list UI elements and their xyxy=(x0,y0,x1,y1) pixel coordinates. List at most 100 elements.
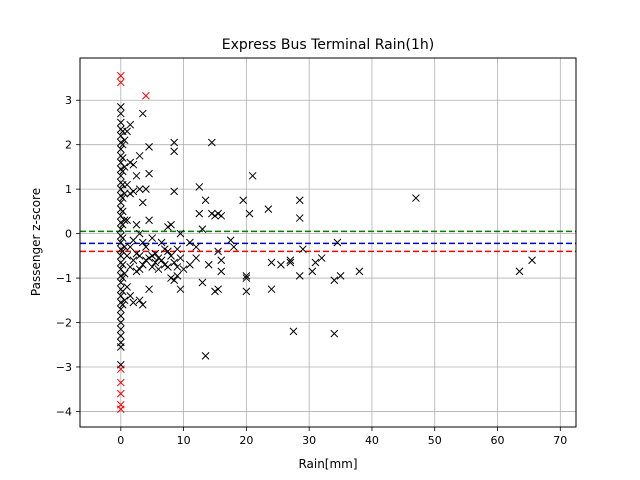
data-point xyxy=(135,229,144,238)
data-point xyxy=(120,189,129,198)
data-point xyxy=(170,147,179,156)
data-point xyxy=(138,198,147,207)
data-point xyxy=(239,196,248,205)
x-tick-label: 20 xyxy=(239,434,253,447)
data-point xyxy=(123,251,131,260)
data-point xyxy=(164,263,172,271)
data-point xyxy=(173,271,182,280)
reference-lines xyxy=(80,230,576,253)
data-point xyxy=(135,265,144,274)
data-point xyxy=(116,365,125,374)
grid-lines xyxy=(80,58,576,427)
data-point xyxy=(242,274,251,282)
data-point xyxy=(198,278,207,287)
data-point xyxy=(207,138,216,147)
data-point xyxy=(116,318,125,327)
data-point xyxy=(118,194,127,202)
data-point xyxy=(267,258,276,267)
data-point xyxy=(176,285,185,294)
data-point xyxy=(277,260,285,269)
data-point xyxy=(116,109,125,118)
data-point xyxy=(138,238,147,247)
axis-ticks: 0 10 20 30 40 50 60 70 −4 −3 −2 −1 0 1 2 3 xyxy=(56,94,568,447)
data-point xyxy=(116,103,125,111)
data-point xyxy=(116,78,125,87)
data-point xyxy=(515,267,524,276)
y-tick-label: 2 xyxy=(65,139,72,152)
data-point xyxy=(129,256,138,265)
data-point xyxy=(132,220,141,229)
data-point xyxy=(289,327,298,336)
data-point xyxy=(167,220,175,229)
data-point xyxy=(157,238,166,247)
x-tick-label: 60 xyxy=(491,434,505,447)
data-point xyxy=(132,171,141,180)
data-point xyxy=(116,305,125,314)
data-point xyxy=(120,269,129,278)
data-point xyxy=(116,325,125,334)
data-point xyxy=(116,171,125,180)
data-point xyxy=(330,329,339,338)
data-point xyxy=(129,160,138,169)
data-point xyxy=(142,91,150,100)
data-point xyxy=(135,296,144,305)
x-tick-label: 50 xyxy=(428,434,442,447)
data-point xyxy=(118,300,127,309)
data-point xyxy=(145,143,153,151)
y-tick-label: −1 xyxy=(56,272,72,285)
data-point xyxy=(195,209,204,218)
data-point xyxy=(226,236,235,245)
data-point xyxy=(116,405,125,414)
data-point xyxy=(295,214,304,222)
data-point xyxy=(135,185,144,194)
data-point xyxy=(116,71,125,80)
data-point xyxy=(286,256,295,265)
data-point xyxy=(148,263,157,271)
data-point xyxy=(118,154,127,162)
data-point xyxy=(173,245,182,254)
data-point xyxy=(299,245,307,254)
data-point xyxy=(116,278,125,287)
data-point xyxy=(116,145,125,153)
y-tick-label: −2 xyxy=(56,317,72,330)
data-point xyxy=(116,343,125,351)
data-point xyxy=(157,256,166,265)
data-point xyxy=(126,120,135,129)
data-point xyxy=(116,225,125,234)
data-point xyxy=(170,187,179,196)
data-point xyxy=(123,283,131,291)
data-point xyxy=(186,260,194,269)
y-tick-label: −3 xyxy=(56,361,72,374)
x-axis-label: Rain[mm] xyxy=(298,457,357,471)
data-point xyxy=(151,258,160,267)
data-point xyxy=(217,256,226,265)
data-point xyxy=(116,118,125,127)
data-point xyxy=(217,267,226,276)
data-point xyxy=(154,265,163,274)
data-point xyxy=(333,238,342,247)
data-point xyxy=(170,258,179,267)
data-point xyxy=(123,127,131,136)
data-point xyxy=(242,271,251,280)
data-point xyxy=(138,300,147,309)
data-point xyxy=(138,109,147,118)
data-point xyxy=(214,247,222,256)
data-point xyxy=(295,271,304,280)
plot-frame xyxy=(79,57,577,428)
data-point xyxy=(142,243,150,251)
data-point xyxy=(248,171,257,180)
data-point xyxy=(186,238,194,247)
chart-title: Express Bus Terminal Rain(1h) xyxy=(222,37,434,53)
data-point xyxy=(355,267,364,276)
data-point xyxy=(118,260,127,269)
data-point xyxy=(123,216,131,225)
data-point xyxy=(116,378,125,387)
data-point xyxy=(120,163,129,171)
x-tick-label: 40 xyxy=(365,434,379,447)
data-point xyxy=(145,216,153,225)
data-point xyxy=(116,312,125,320)
data-point xyxy=(118,167,127,176)
data-point xyxy=(170,276,179,285)
data-point xyxy=(336,271,345,280)
